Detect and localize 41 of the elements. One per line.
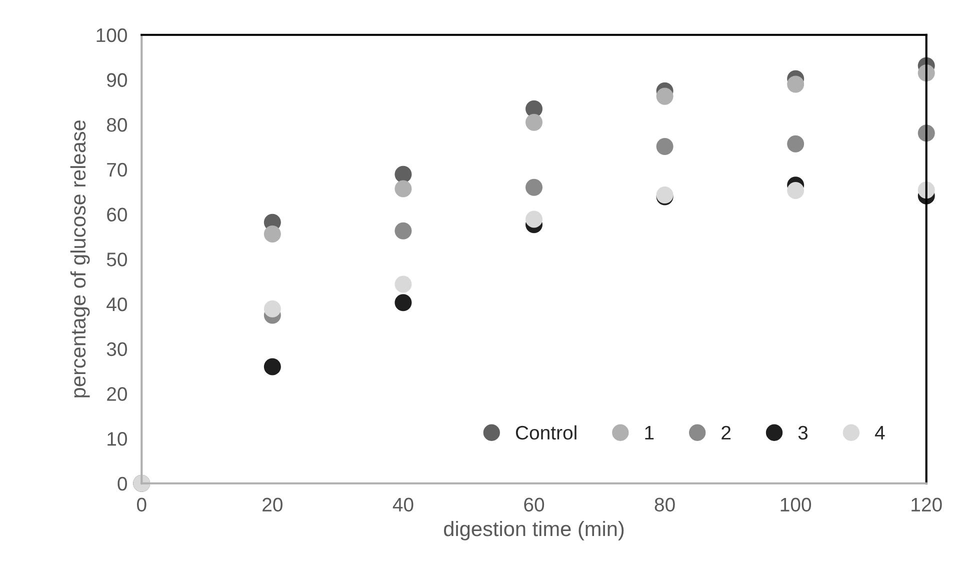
y-tick-label: 90 — [107, 73, 127, 87]
x-axis-title: digestion time (min) — [444, 520, 624, 540]
point — [264, 300, 281, 318]
legend-label: Control — [516, 425, 576, 440]
point — [394, 222, 412, 240]
y-tick-label: 10 — [108, 432, 127, 446]
point — [656, 88, 674, 105]
y-tick-label: 100 — [96, 28, 127, 42]
x-tick-label: 100 — [780, 498, 812, 512]
legend-label: 1 — [645, 426, 654, 440]
point — [787, 135, 804, 152]
point — [394, 166, 412, 183]
x-tick-label: 40 — [392, 498, 414, 512]
point — [264, 358, 281, 376]
legend-label: 2 — [722, 426, 731, 440]
point — [656, 138, 674, 156]
point — [394, 180, 412, 198]
y-tick-label: 50 — [106, 252, 127, 266]
y-tick-label: 0 — [118, 476, 127, 491]
point — [394, 294, 412, 312]
x-tick-label: 0 — [136, 498, 146, 512]
y-axis-title: percentage of glucose release — [70, 120, 90, 398]
point — [787, 182, 804, 200]
point — [526, 178, 543, 196]
y-tick-label: 70 — [107, 162, 127, 177]
point — [264, 226, 281, 243]
x-tick-label: 20 — [262, 498, 282, 512]
point — [787, 76, 804, 93]
y-tick-label: 60 — [107, 208, 127, 222]
x-tick-label: 80 — [654, 498, 675, 512]
legend-label: 3 — [798, 426, 808, 440]
x-tick-label: 60 — [524, 498, 544, 512]
x-tick-label: 120 — [912, 498, 942, 512]
y-tick-label: 30 — [106, 342, 127, 356]
y-tick-label: 20 — [107, 387, 127, 401]
point — [526, 210, 543, 228]
point — [394, 276, 412, 293]
y-tick-label: 40 — [106, 297, 127, 312]
y-tick-label: 80 — [106, 118, 127, 132]
legend-label: 4 — [874, 426, 885, 440]
point — [526, 114, 543, 131]
